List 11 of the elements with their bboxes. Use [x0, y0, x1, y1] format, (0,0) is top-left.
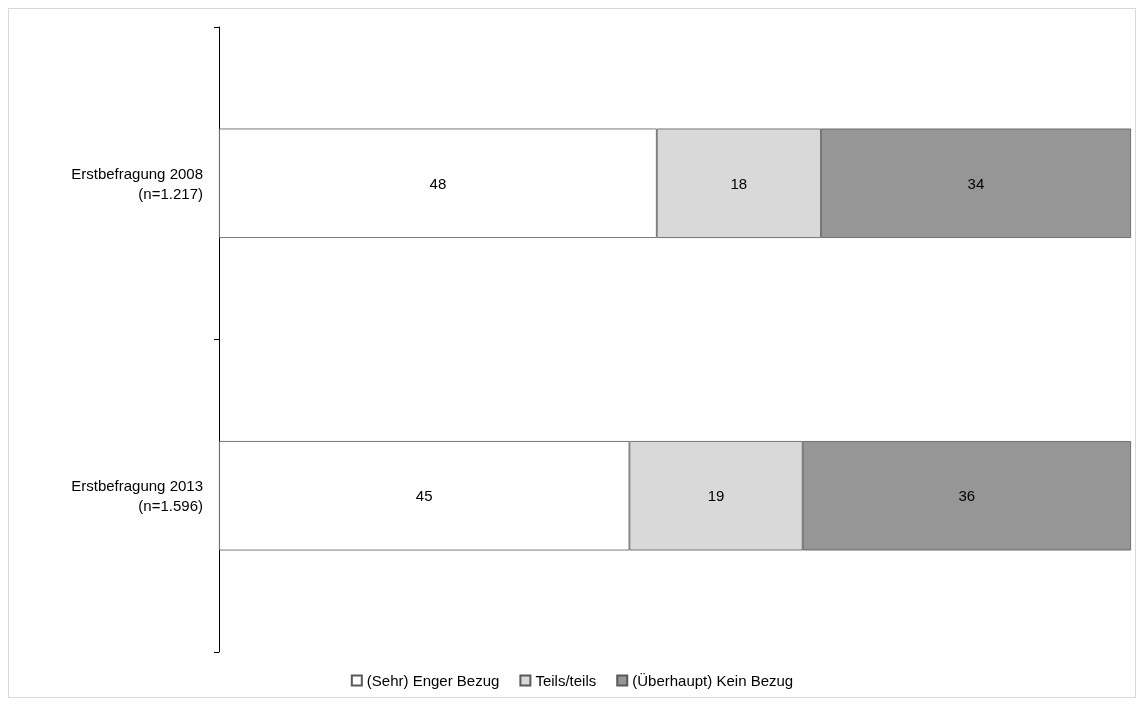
y-tick-label: Erstbefragung 2013 (n=1.596): [71, 477, 203, 515]
legend-label: Teils/teils: [535, 672, 597, 689]
data-label: 18: [730, 174, 748, 192]
legend-label: (Überhaupt) Kein Bezug: [632, 672, 794, 689]
data-label: 45: [415, 487, 433, 505]
data-label: 48: [429, 174, 447, 192]
y-tick-label: Erstbefragung 2008 (n=1.217): [71, 164, 203, 202]
data-label: 19: [707, 487, 725, 505]
data-label: 36: [958, 487, 976, 505]
legend-label: (Sehr) Enger Bezug: [366, 672, 500, 689]
data-label: 34: [967, 174, 985, 192]
